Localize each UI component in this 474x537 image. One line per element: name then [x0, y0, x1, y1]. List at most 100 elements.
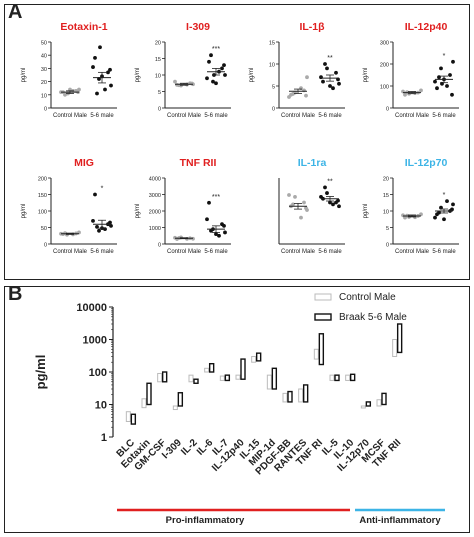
data-point: [214, 232, 218, 237]
y-tick-label: 10: [269, 63, 275, 69]
x-category-label: 5-6 male: [204, 113, 228, 119]
data-point: [222, 63, 226, 67]
data-point: [91, 65, 95, 69]
range-bar: [188, 374, 194, 383]
data-point: [325, 191, 329, 195]
y-tick-label: 100: [38, 210, 47, 216]
range-bar: [376, 399, 382, 407]
significance-marker: **: [327, 178, 333, 185]
data-point: [291, 202, 295, 207]
x-category-label: Control Male: [395, 113, 430, 119]
range-bar: [392, 339, 398, 357]
significance-marker: **: [327, 55, 333, 62]
data-point: [95, 91, 99, 96]
y-tick-label: 200: [38, 177, 47, 183]
legend-label: Braak 5-6 Male: [339, 312, 407, 323]
y-tick-label: 20: [155, 41, 161, 47]
data-point: [205, 76, 209, 81]
small-chart: TNF RII 0 1000 2000 3000 4000 pg/ml Control Mal…: [135, 157, 231, 255]
range-bar: [381, 392, 387, 406]
significance-marker: ***: [212, 46, 220, 53]
x-category-label: 5-6 male: [318, 113, 342, 119]
y-tick-label: 10: [383, 210, 389, 216]
legend-swatch: [314, 313, 332, 321]
data-point: [108, 220, 112, 225]
data-point: [223, 73, 227, 77]
y-tick-label: 0: [158, 243, 161, 249]
data-point: [445, 84, 449, 88]
significance-marker: *: [443, 53, 446, 60]
range-bar: [282, 392, 288, 403]
y-tick-label: 15: [155, 57, 161, 63]
data-point: [337, 204, 341, 209]
x-category-label: 5-6 male: [204, 249, 228, 255]
y-tick-label: 0: [158, 107, 161, 113]
x-category-label: Control Male: [167, 113, 202, 119]
data-point: [93, 192, 97, 197]
range-bar: [204, 367, 210, 373]
y-tick-label: 2000: [149, 210, 161, 216]
data-point: [299, 215, 303, 220]
y-tick-label: 4000: [149, 177, 161, 183]
data-point: [302, 200, 306, 205]
y-axis-label: pg/ml: [249, 68, 255, 83]
chart-title: IL-12p40: [405, 21, 448, 33]
data-point: [304, 206, 308, 211]
y-axis-label: pg/ml: [363, 68, 369, 83]
panel-b-label: B: [8, 283, 23, 305]
y-tick-label: 20: [41, 80, 47, 86]
x-category-label: 5-6 male: [432, 113, 456, 119]
data-point: [95, 224, 99, 229]
chart-title: MIG: [74, 157, 94, 169]
y-tick-label: 1: [101, 432, 107, 444]
range-bar: [302, 384, 309, 403]
y-tick-label: 100: [89, 367, 107, 379]
chart-title: IL-1β: [299, 21, 325, 33]
data-point: [63, 92, 67, 97]
data-point: [323, 185, 327, 190]
x-category-label: Control Male: [53, 113, 88, 119]
data-point: [287, 95, 291, 99]
y-tick-label: 5: [272, 85, 275, 91]
y-axis-label: pg/ml: [363, 204, 369, 219]
range-bar: [271, 367, 278, 390]
data-point: [91, 219, 95, 223]
range-bar: [208, 363, 215, 373]
data-point: [437, 75, 441, 80]
data-point: [435, 86, 439, 91]
data-point: [337, 81, 341, 86]
data-point: [98, 45, 102, 50]
range-bar: [193, 378, 199, 384]
data-point: [207, 59, 211, 64]
data-point: [299, 86, 303, 91]
data-point: [108, 67, 112, 72]
range-bar: [349, 373, 356, 382]
small-chart: Eotaxin-1 0 10 20 30 40 50 pg/ml Control Male 5-6…: [21, 21, 117, 119]
data-point: [328, 200, 332, 205]
data-point: [223, 230, 227, 235]
range-bar: [125, 411, 131, 422]
data-point: [304, 93, 308, 98]
y-axis-label: pg/ml: [135, 204, 141, 219]
y-tick-label: 40: [41, 54, 47, 60]
range-bar: [287, 390, 293, 403]
data-point: [323, 62, 327, 66]
range-bar: [251, 355, 257, 363]
significance-marker: *: [101, 186, 104, 193]
data-point: [209, 53, 213, 58]
x-category-label: 5-6 male: [318, 249, 342, 255]
data-point: [451, 59, 455, 64]
data-point: [222, 223, 226, 228]
small-chart: I-309 0 5 10 15 20 pg/ml Control Male 5-6 male **…: [135, 21, 231, 119]
small-chart: IL-1ra Control Male 5-6 male **: [278, 157, 345, 255]
y-axis-label: pg/ml: [33, 355, 48, 390]
data-point: [442, 217, 446, 222]
group-label: Anti-inflammatory: [359, 515, 441, 526]
data-point: [419, 88, 423, 93]
legend-swatch: [314, 293, 332, 301]
y-tick-label: 10: [95, 400, 107, 412]
data-point: [419, 212, 423, 217]
panel-b: B 1 10 100 1000 10000 pg/ml BLC Eotaxin GM-CSF I-…: [4, 283, 470, 533]
data-point: [173, 79, 177, 84]
